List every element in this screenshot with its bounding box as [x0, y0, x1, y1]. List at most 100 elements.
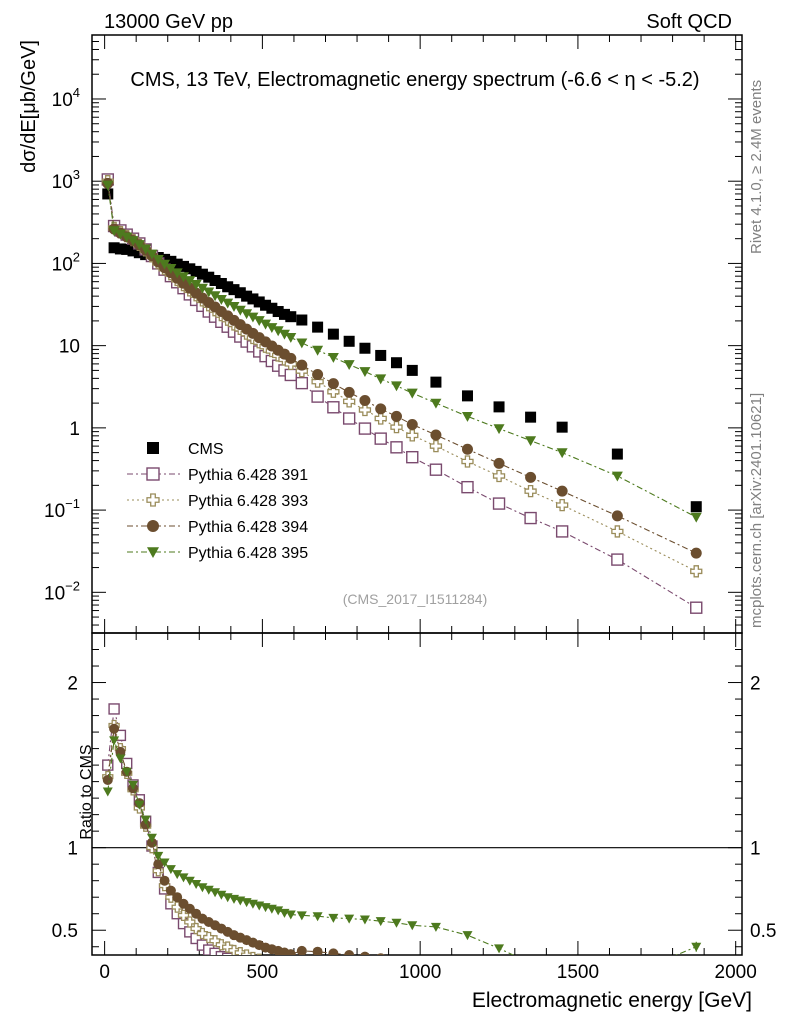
- data-point: [297, 980, 307, 990]
- data-point: [431, 994, 441, 1004]
- data-point: [228, 302, 240, 312]
- y-axis-label: dσ/dE[μb/GeV]: [18, 40, 40, 173]
- data-point: [121, 243, 133, 255]
- data-point: [390, 441, 403, 454]
- data-point: [114, 243, 126, 255]
- data-point: [375, 374, 387, 385]
- data-point: [343, 335, 355, 347]
- data-point: [358, 422, 372, 435]
- data-point: [127, 245, 139, 257]
- data-point: [178, 260, 190, 272]
- data-point: [102, 774, 113, 785]
- data-point: [343, 395, 356, 408]
- data-point: [140, 815, 151, 825]
- data-point: [115, 754, 126, 764]
- data-point: [286, 975, 296, 985]
- data-point: [690, 547, 702, 559]
- data-point: [390, 410, 402, 422]
- data-point: [296, 945, 307, 955]
- data-point: [296, 911, 307, 921]
- data-point: [215, 939, 228, 951]
- data-point: [210, 888, 221, 898]
- data-point: [127, 236, 139, 247]
- data-point: [247, 312, 259, 323]
- data-point: [524, 511, 537, 525]
- data-point: [525, 471, 537, 483]
- data-point: [152, 254, 164, 265]
- data-point: [159, 875, 170, 886]
- data-point: [358, 403, 372, 417]
- data-point: [295, 376, 309, 390]
- data-point: [266, 302, 278, 314]
- data-point: [102, 787, 113, 797]
- data-point: [253, 296, 265, 308]
- data-point: [285, 910, 296, 920]
- data-point: [406, 418, 418, 430]
- data-point: [312, 946, 323, 955]
- data-point: [313, 984, 323, 994]
- data-point: [241, 309, 253, 320]
- data-point: [311, 390, 324, 403]
- data-point: [128, 780, 139, 790]
- series-line: [107, 181, 697, 572]
- data-point: [285, 352, 297, 364]
- data-point: [115, 746, 126, 757]
- data-point: [296, 359, 308, 371]
- data-point: [272, 326, 284, 337]
- data-point: [611, 553, 624, 566]
- data-point: [375, 917, 386, 927]
- data-point: [328, 986, 338, 996]
- ratio-panel-frame: [91, 632, 743, 956]
- data-point: [494, 944, 505, 954]
- data-point: [374, 412, 387, 425]
- data-point: [344, 950, 355, 955]
- data-point: [284, 368, 297, 382]
- data-point: [109, 736, 120, 746]
- data-point: [429, 439, 443, 453]
- data-point: [108, 242, 120, 254]
- data-point: [114, 229, 126, 240]
- data-point: [240, 949, 253, 955]
- data-point: [172, 892, 183, 903]
- data-point: [247, 951, 259, 955]
- main-y-tick-label: 104: [52, 85, 80, 111]
- x-tick-label: 1000: [399, 962, 441, 983]
- data-point: [235, 960, 245, 970]
- data-point: [108, 703, 120, 715]
- data-point: [171, 268, 183, 279]
- data-point: [390, 357, 402, 369]
- main-y-tick-label: 10−1: [44, 496, 80, 522]
- main-series-group: [101, 173, 703, 614]
- data-point: [190, 265, 202, 277]
- data-point: [178, 272, 190, 283]
- ratio-y-tick-label-right: 1: [750, 839, 761, 860]
- data-point: [203, 287, 215, 298]
- data-point: [178, 873, 189, 883]
- data-point: [390, 421, 403, 434]
- data-point: [343, 386, 355, 398]
- data-point: [279, 961, 289, 971]
- data-point: [221, 952, 234, 955]
- data-point: [297, 968, 307, 978]
- data-point: [360, 990, 370, 1000]
- series-line: [107, 179, 697, 609]
- data-point: [328, 913, 339, 923]
- data-point: [612, 967, 622, 977]
- legend-marker: [147, 442, 159, 454]
- data-point: [253, 316, 265, 327]
- legend-label: Pythia 6.428 391: [188, 467, 308, 484]
- data-point: [165, 255, 177, 267]
- data-point: [462, 931, 473, 941]
- rivet-version-label: Rivet 4.1.0, ≥ 2.4M events: [748, 80, 765, 254]
- main-y-tick-label: 10: [59, 337, 80, 358]
- x-tick-label: 0: [99, 962, 110, 983]
- data-point: [312, 369, 324, 381]
- main-y-tick-label: 102: [52, 249, 80, 275]
- legend-item: CMS: [147, 441, 224, 458]
- data-point: [430, 922, 441, 932]
- data-point: [555, 498, 569, 512]
- data-point: [556, 485, 568, 497]
- main-y-tick-label: 103: [52, 167, 80, 193]
- legend-item: Pythia 6.428 391: [127, 467, 308, 484]
- data-point: [407, 993, 417, 1003]
